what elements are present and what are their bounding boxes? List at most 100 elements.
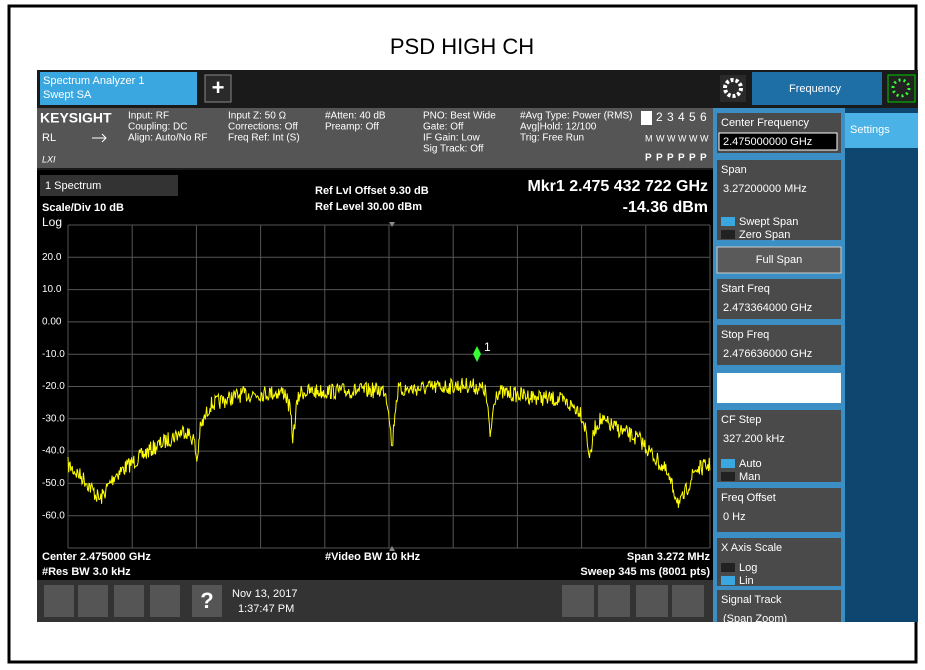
softkey[interactable] [717,279,841,319]
taskbar-button[interactable] [562,585,594,617]
marker-amplitude: -14.36 dBm [623,199,708,216]
softkey-value: 0 Hz [723,511,746,523]
softkey[interactable] [717,488,841,532]
side-tab[interactable] [845,113,918,148]
side-panel [845,108,918,622]
mode-tab[interactable] [40,72,197,105]
status-bar [37,108,713,168]
menu-tab[interactable] [752,72,882,105]
trace-detector: P [667,153,674,164]
softkey[interactable] [717,538,841,586]
softkey-label: CF Step [721,414,761,426]
option-indicator [721,217,735,226]
center-freq: Center 2.475000 GHz [42,551,151,563]
option-indicator [721,576,735,585]
trace-type: W [667,133,676,143]
taskbar-button[interactable] [44,585,74,617]
softkey-label: Span [721,164,747,176]
softkey-option: Log [739,562,757,574]
marker-label: 1 [484,340,491,354]
trace-type: W [678,133,687,143]
trace-number: 3 [667,110,674,124]
mode-view: Swept SA [43,89,92,101]
softkey-option: Swept Span [739,216,798,228]
y-axis-label: -30.0 [42,413,65,424]
window-selector[interactable] [40,175,178,196]
side-tab-label: Settings [850,124,890,136]
softkey[interactable] [717,325,841,365]
trace-type: W [700,133,709,143]
softkey-label: Freq Offset [721,492,776,504]
y-axis-label: 10.0 [42,284,62,295]
taskbar-button[interactable] [150,585,180,617]
status-text: Avg|Hold: 12/100 [520,122,597,133]
softkey-value: 327.200 kHz [723,433,785,445]
marker-frequency: Mkr1 2.475 432 722 GHz [527,178,708,195]
y-axis-label: -40.0 [42,446,65,457]
softkey-label: Stop Freq [721,329,769,341]
help-icon: ? [200,588,213,613]
taskbar-button[interactable] [78,585,108,617]
y-axis-label: -10.0 [42,349,65,360]
status-text: #Atten: 40 dB [325,111,386,122]
softkey-label: Full Span [756,254,802,266]
scale-label: Scale/Div 10 dB [42,202,124,214]
status-text: Trig: Free Run [520,133,584,144]
softkey-label: Start Freq [721,283,770,295]
trace-detector: P [678,153,685,164]
taskbar-button[interactable] [636,585,668,617]
mode-name: Spectrum Analyzer 1 [43,75,145,87]
status-text: PNO: Best Wide [423,111,496,122]
softkey-option: Lin [739,575,754,587]
softkey-value: 2.476636000 GHz [723,348,812,360]
trace-detector: P [700,153,707,164]
softkey-value: 2.473364000 GHz [723,302,812,314]
status-text: Corrections: Off [228,122,298,133]
window-name: 1 Spectrum [45,180,101,192]
status-text: Align: Auto/No RF [128,133,207,144]
page-title: PSD HIGH CH [390,34,534,59]
softkey[interactable] [717,373,841,403]
trace-type: W [656,133,665,143]
logo: KEYSIGHT [40,110,112,126]
trace-detector: P [645,153,652,164]
trace-number: 1 [645,110,652,124]
y-axis-label: 0.00 [42,317,62,328]
taskbar-button[interactable] [114,585,144,617]
softkey-value: 3.27200000 MHz [723,183,807,195]
softkey[interactable] [717,410,841,482]
busy-indicator [887,74,916,103]
res-bw: #Res BW 3.0 kHz [42,566,131,578]
value-box [718,132,838,151]
taskbar-button[interactable] [598,585,630,617]
time: 1:37:47 PM [238,603,294,615]
trace-box [641,111,652,125]
y-axis-label: 20.0 [42,252,62,263]
softkey[interactable] [717,160,841,240]
softkey-label: AUTO TUNE [747,382,810,394]
status-text: IF Gain: Low [423,133,480,144]
display [37,170,713,580]
span: Span 3.272 MHz [627,551,711,563]
option-indicator [721,472,735,481]
option-indicator [721,230,735,239]
option-indicator [721,459,735,468]
input-arrow [92,133,107,143]
status-text: Freq Ref: Int (S) [228,133,300,144]
softkey-option: Zero Span [739,229,790,241]
trace-number: 2 [656,110,663,124]
softkey-value: (Span Zoom) [723,613,787,625]
softkey[interactable] [717,590,841,622]
sweep: Sweep 345 ms (8001 pts) [580,566,710,578]
rl-label: RL [42,132,56,144]
add-tab[interactable] [204,74,232,103]
softkey[interactable] [716,246,842,274]
status-text: Coupling: DC [128,122,187,133]
softkey-label: Signal Track [721,594,782,606]
taskbar-button[interactable] [672,585,704,617]
add-icon: + [212,75,225,100]
softkey-option: Auto [739,458,762,470]
help-button[interactable] [192,585,222,617]
y-axis-label: -60.0 [42,510,65,521]
